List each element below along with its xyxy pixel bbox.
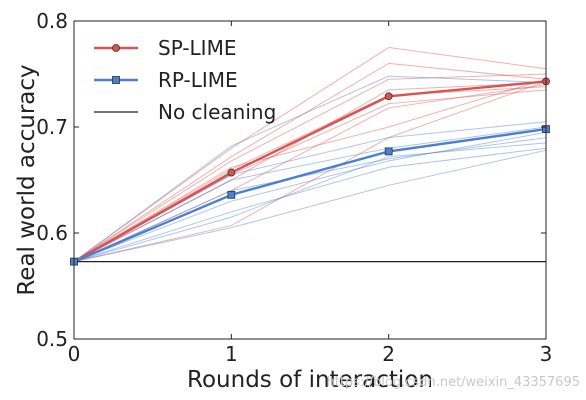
plot-frame xyxy=(73,20,547,340)
run-line-rp-lime-1 xyxy=(73,121,547,263)
x-tick-label-0: 0 xyxy=(68,342,81,366)
series-line-rp-lime xyxy=(73,127,547,263)
legend-label-no-cleaning: No cleaning xyxy=(158,100,276,124)
run-line-sp-lime-7 xyxy=(73,78,547,263)
x-tick-label-1: 1 xyxy=(225,342,238,366)
point-rp-lime-2 xyxy=(384,147,393,156)
run-line-rp-lime-3 xyxy=(73,137,547,263)
run-line-rp-lime-6 xyxy=(73,142,547,263)
x-tick-label-3: 3 xyxy=(540,342,553,366)
legend-marker-sp-lime xyxy=(112,44,120,52)
y-axis-title: Real world accuracy xyxy=(14,64,40,295)
run-line-sp-lime-6 xyxy=(73,84,547,263)
run-line-sp-lime-1 xyxy=(73,62,547,263)
series-line-sp-lime xyxy=(73,80,547,263)
run-line-sp-lime-8 xyxy=(73,80,547,263)
legend: SP-LIME RP-LIME No cleaning xyxy=(94,36,276,124)
x-tick-label-2: 2 xyxy=(382,342,395,366)
y-tick-label-1: 0.6 xyxy=(36,221,68,245)
run-line-rp-lime-4 xyxy=(73,131,547,263)
legend-label-rp-lime: RP-LIME xyxy=(158,68,238,92)
x-axis-title: Rounds of interaction xyxy=(187,367,433,393)
series-lines xyxy=(73,80,547,263)
run-line-rp-lime-5 xyxy=(73,147,547,263)
run-line-sp-lime-0 xyxy=(73,46,547,263)
point-sp-lime-2 xyxy=(384,92,393,101)
run-line-rp-lime-7 xyxy=(73,149,547,263)
y-tick-label-3: 0.8 xyxy=(36,9,68,33)
y-tick-label-2: 0.7 xyxy=(36,115,68,139)
point-sp-lime-1 xyxy=(227,168,236,177)
individual-runs xyxy=(73,46,547,263)
watermark-text: https://blog.csdn.net/weixin_43357695 xyxy=(326,375,580,390)
y-tick-label-0: 0.5 xyxy=(36,327,68,351)
run-line-rp-lime-0 xyxy=(73,75,547,263)
run-line-sp-lime-2 xyxy=(73,73,547,263)
run-line-rp-lime-2 xyxy=(73,126,547,263)
run-line-sp-lime-4 xyxy=(73,89,547,263)
axis-ticks: 0 1 2 3 0.5 0.6 0.7 0.8 xyxy=(36,9,552,366)
legend-marker-rp-lime xyxy=(112,76,120,84)
point-rp-lime-1 xyxy=(227,190,236,199)
run-line-sp-lime-3 xyxy=(73,86,547,263)
legend-label-sp-lime: SP-LIME xyxy=(158,36,236,60)
